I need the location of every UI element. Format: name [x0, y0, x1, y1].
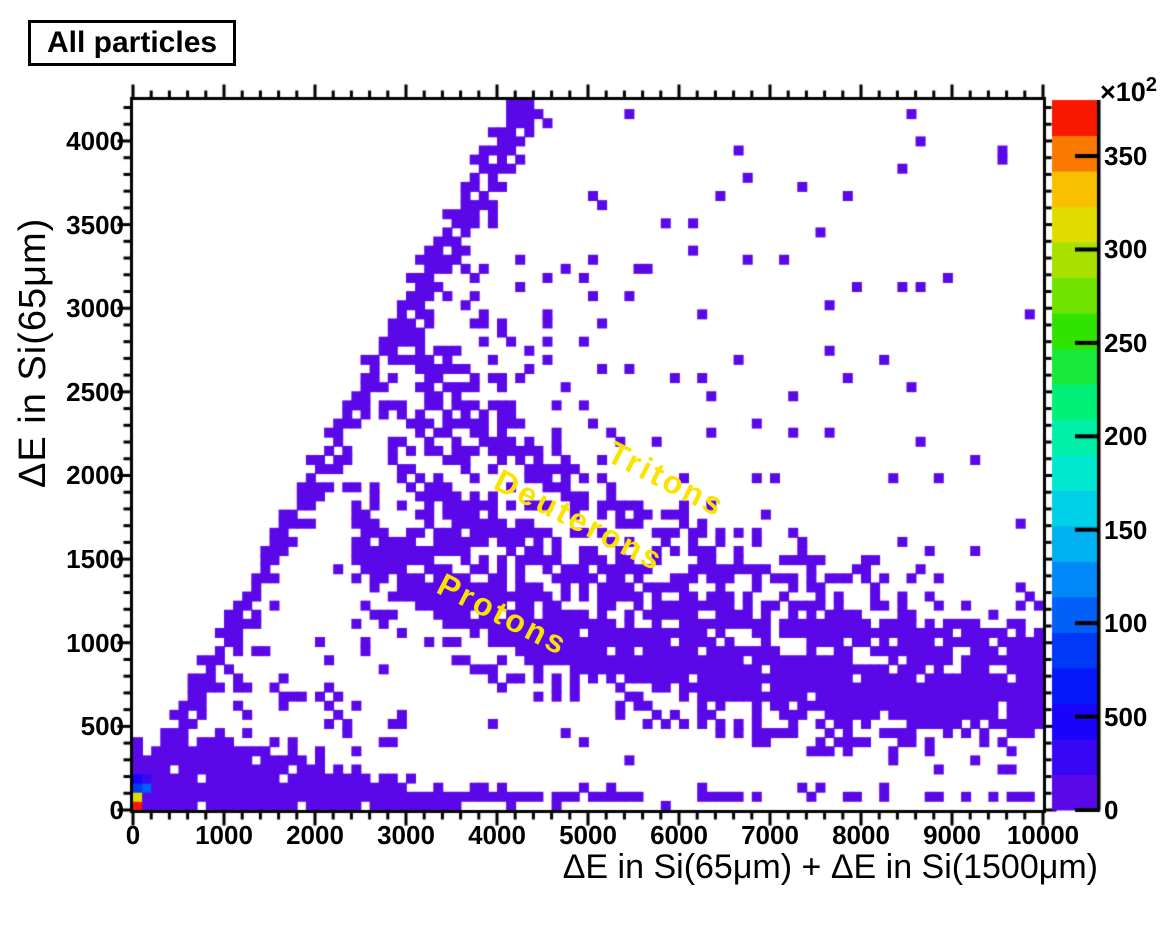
palette-exponent-label: ×102: [1100, 74, 1157, 108]
x-tick-label: 4000: [468, 820, 526, 850]
y-tick-label: 3500: [66, 209, 124, 240]
palette-tick-label: 300: [1104, 234, 1148, 265]
palette-tick-label: 150: [1104, 514, 1148, 545]
y-tick-label: 1500: [66, 544, 124, 575]
y-tick-label: 500: [80, 711, 124, 742]
y-tick-label: 1000: [66, 627, 124, 658]
x-tick-label: 8000: [832, 820, 890, 850]
x-tick-label: 0: [125, 820, 141, 850]
y-tick-label: 2000: [66, 460, 124, 491]
x-tick-label: 9000: [923, 820, 981, 850]
palette-tick-label: 250: [1104, 327, 1148, 358]
y-tick-label: 4000: [66, 125, 124, 156]
palette-tick-label: 0: [1104, 795, 1119, 825]
y-tick-label: 2500: [66, 376, 124, 407]
palette-tick-label: 350: [1104, 141, 1148, 172]
y-tick-label: 0: [109, 795, 124, 825]
y-axis-title: ΔE in Si(65μm): [12, 217, 54, 488]
title-box: All particles: [28, 20, 237, 66]
plot-title: All particles: [47, 26, 218, 59]
palette-exponent-power: 2: [1145, 74, 1157, 96]
x-tick-label: 2000: [286, 820, 344, 850]
palette-tick-label: 500: [1104, 701, 1148, 732]
x-tick-label: 7000: [741, 820, 799, 850]
palette-tick-label: 100: [1104, 608, 1148, 639]
palette-exponent-base: ×10: [1100, 77, 1146, 107]
x-tick-label: 6000: [650, 820, 708, 850]
x-tick-label: 5000: [559, 820, 617, 850]
x-tick-label: 1000: [195, 820, 253, 850]
x-tick-label: 10000: [1006, 820, 1080, 850]
x-axis-title: ΔE in Si(65μm) + ΔE in Si(1500μm): [562, 848, 1098, 886]
palette-tick-label: 200: [1104, 421, 1148, 452]
y-tick-label: 3000: [66, 293, 124, 324]
x-tick-label: 3000: [377, 820, 435, 850]
